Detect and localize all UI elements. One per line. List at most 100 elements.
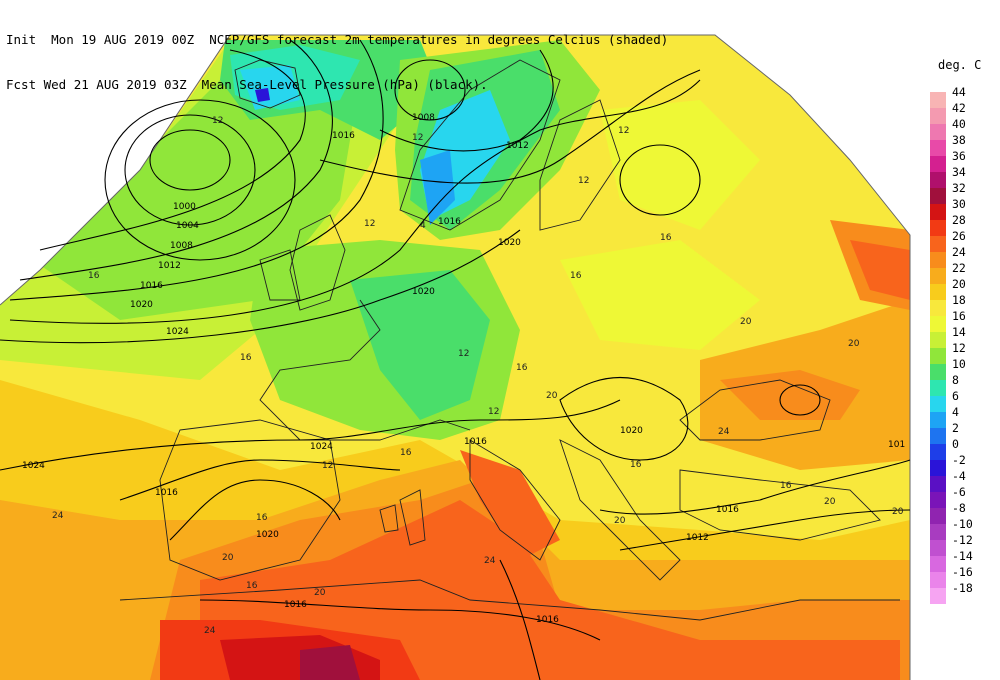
- legend-entry: 26: [930, 229, 990, 252]
- legend-swatch: [930, 492, 946, 508]
- legend-label: 32: [952, 181, 966, 195]
- legend-label: 12: [952, 341, 966, 355]
- legend-entry: 28: [930, 213, 990, 236]
- legend-label: -18: [952, 581, 973, 595]
- temp-label: 16: [88, 271, 100, 281]
- isobar-label: 1016: [536, 615, 559, 625]
- isobar-label: 1016: [716, 505, 739, 515]
- legend-swatch: [930, 396, 946, 412]
- temp-label: 16: [246, 581, 258, 591]
- legend-swatch: [930, 236, 946, 252]
- isobar-label: 101: [888, 440, 905, 450]
- temp-label: 24: [484, 556, 496, 566]
- legend-label: 44: [952, 85, 966, 99]
- legend-label: 26: [952, 229, 966, 243]
- legend-label: -4: [952, 469, 966, 483]
- temp-label: 16: [660, 233, 672, 243]
- temp-label: 16: [516, 363, 528, 373]
- legend-swatch: [930, 124, 946, 140]
- isobar-label: 1016: [438, 217, 461, 227]
- legend-label: -12: [952, 533, 973, 547]
- legend-label: 42: [952, 101, 966, 115]
- isobar-label: 1008: [412, 113, 435, 123]
- legend-label: 40: [952, 117, 966, 131]
- isobar-label: 1020: [498, 238, 521, 248]
- temp-label: 12: [212, 116, 223, 126]
- temp-label: 16: [400, 448, 412, 458]
- legend-entry: 20: [930, 277, 990, 300]
- legend-swatch: [930, 316, 946, 332]
- legend-entry: -14: [930, 549, 990, 572]
- isobar-label: 1012: [506, 141, 529, 151]
- legend-entry: -16: [930, 565, 990, 588]
- temp-label: 20: [222, 553, 234, 563]
- legend-label: -16: [952, 565, 973, 579]
- legend-swatch: [930, 412, 946, 428]
- temp-label: 24: [718, 427, 730, 437]
- legend-swatch: [930, 172, 946, 188]
- legend-swatch: [930, 476, 946, 492]
- isobar-labels: 1008 1016 1012 1000 1004 1008 1012 1016 …: [22, 113, 905, 625]
- legend-entry: -18: [930, 581, 990, 604]
- legend-swatch: [930, 204, 946, 220]
- temp-label: 12: [322, 461, 333, 471]
- coastlines: [119, 59, 900, 621]
- temp-label: 20: [614, 516, 626, 526]
- legend-swatch: [930, 268, 946, 284]
- legend-entry: 4: [930, 405, 990, 428]
- legend-entry: 18: [930, 293, 990, 316]
- temp-label: 16: [570, 271, 582, 281]
- temp-label: 12: [488, 407, 499, 417]
- temp-label: 20: [740, 317, 752, 327]
- legend-entry: 42: [930, 101, 990, 124]
- legend-swatch: [930, 588, 946, 604]
- legend-label: 4: [952, 405, 959, 419]
- temp-label: 16: [256, 513, 268, 523]
- isobar-label: 1020: [130, 300, 153, 310]
- legend-label: -2: [952, 453, 966, 467]
- isobar-label: 1024: [310, 442, 333, 452]
- isobar-label: 1012: [158, 261, 181, 271]
- legend-swatch: [930, 460, 946, 476]
- legend-swatch: [930, 428, 946, 444]
- legend-entry: 44: [930, 85, 990, 108]
- header-line-init: Init Mon 19 AUG 2019 00Z NCEP/GFS foreca…: [6, 32, 669, 47]
- isobar-label: 1012: [686, 533, 709, 543]
- legend-entry: 32: [930, 181, 990, 204]
- legend-swatch: [930, 92, 946, 108]
- legend-entry: 12: [930, 341, 990, 364]
- legend-entry: 14: [930, 325, 990, 348]
- temp-label: 16: [780, 481, 792, 491]
- legend-label: 8: [952, 373, 959, 387]
- legend-swatch: [930, 524, 946, 540]
- legend-label: 34: [952, 165, 966, 179]
- legend-entry: 34: [930, 165, 990, 188]
- legend-swatch: [930, 348, 946, 364]
- legend-label: -14: [952, 549, 973, 563]
- legend-entry: 0: [930, 437, 990, 460]
- legend-label: 36: [952, 149, 966, 163]
- legend-swatch: [930, 444, 946, 460]
- temp-label: 20: [314, 588, 326, 598]
- isobar-label: 1016: [332, 131, 355, 141]
- legend-label: 10: [952, 357, 966, 371]
- legend-entry: 30: [930, 197, 990, 220]
- legend-swatch: [930, 220, 946, 236]
- legend-label: 38: [952, 133, 966, 147]
- legend-swatch: [930, 252, 946, 268]
- legend-label: 30: [952, 197, 966, 211]
- isobar-label: 1004: [176, 221, 199, 231]
- legend-entry: 8: [930, 373, 990, 396]
- header-line-forecast: Fcst Wed 21 AUG 2019 03Z Mean Sea-Level …: [6, 77, 488, 92]
- legend-swatch: [930, 364, 946, 380]
- isobar-label: 1020: [256, 530, 279, 540]
- legend-swatch: [930, 556, 946, 572]
- legend-label: 24: [952, 245, 966, 259]
- legend-swatch: [930, 108, 946, 124]
- legend-label: 22: [952, 261, 966, 275]
- legend-swatch: [930, 332, 946, 348]
- legend-entry: 40: [930, 117, 990, 140]
- legend-swatch: [930, 572, 946, 588]
- isobar-label: 1000: [173, 202, 196, 212]
